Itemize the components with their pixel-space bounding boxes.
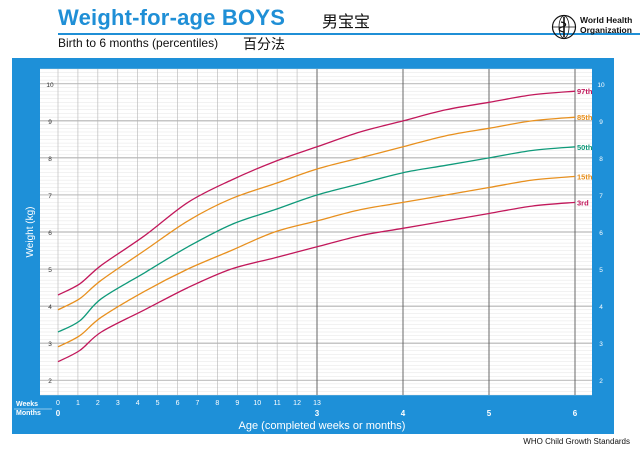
- y-tick-label-left: 8: [48, 156, 52, 163]
- percentile-curve-97th: [57, 90, 576, 296]
- months-row-label: Months: [16, 410, 41, 417]
- x-tick-label-month: 3: [315, 409, 320, 418]
- x-tick-label-month: 4: [401, 409, 406, 418]
- y-tick-label-right: 2: [599, 378, 603, 385]
- y-tick-label-left: 10: [46, 82, 54, 89]
- chart-subtitle: Birth to 6 months (percentiles): [58, 36, 219, 50]
- y-tick-label-right: 8: [599, 156, 603, 163]
- y-tick-label-left: 6: [48, 230, 52, 237]
- y-tick-label-right: 7: [599, 193, 603, 200]
- y-tick-label-right: 9: [599, 119, 603, 126]
- y-tick-label-right: 4: [599, 304, 603, 311]
- who-logo-icon: [551, 14, 577, 40]
- y-tick-label-right: 6: [599, 230, 603, 237]
- y-tick-label-left: 4: [48, 304, 52, 311]
- x-tick-label-week: 2: [96, 400, 100, 407]
- series-label-15th: 15th: [577, 172, 593, 181]
- x-tick-label-week: 11: [274, 400, 281, 407]
- x-tick-label-week: 8: [215, 400, 219, 407]
- x-tick-label-week: 0: [56, 400, 60, 407]
- y-tick-label-left: 7: [48, 193, 52, 200]
- x-tick-label-week: 12: [293, 400, 301, 407]
- percentile-curve-85th: [57, 116, 576, 311]
- percentile-curve-3rd: [57, 201, 576, 363]
- percentile-curve-50th: [57, 146, 576, 333]
- y-tick-label-left: 5: [48, 267, 52, 274]
- x-tick-label-week: 6: [176, 400, 180, 407]
- x-tick-label-week: 10: [253, 400, 261, 407]
- series-label-97th: 97th: [577, 87, 593, 96]
- x-tick-label-month: 6: [573, 409, 578, 418]
- series-label-3rd: 3rd: [577, 198, 589, 207]
- y-tick-label-right: 3: [599, 341, 603, 348]
- x-tick-label-week: 5: [156, 400, 160, 407]
- chart-title: Weight-for-age BOYS: [58, 5, 286, 30]
- chart-header: Weight-for-age BOYS 男宝宝 Birth to 6 month…: [0, 0, 640, 53]
- x-tick-label-week: 3: [116, 400, 120, 407]
- footer-credit: WHO Child Growth Standards: [523, 437, 630, 446]
- x-tick-label-week: 4: [136, 400, 140, 407]
- header-divider: [58, 33, 640, 35]
- organization-name-line1: World Health: [580, 15, 633, 25]
- y-tick-label-left: 9: [48, 119, 52, 126]
- x-tick-label-month: 0: [56, 409, 61, 418]
- percentile-curve-15th: [57, 175, 576, 348]
- y-tick-label-left: 2: [48, 378, 52, 385]
- x-tick-label-week: 7: [196, 400, 200, 407]
- chart-title-chinese: 男宝宝: [322, 12, 371, 31]
- series-label-85th: 85th: [577, 113, 593, 122]
- x-axis-label: Age (completed weeks or months): [239, 420, 406, 432]
- y-tick-label-left: 3: [48, 341, 52, 348]
- x-tick-label-week: 1: [76, 400, 80, 407]
- y-axis-label: Weight (kg): [25, 207, 36, 258]
- weeks-row-label: Weeks: [16, 401, 38, 408]
- y-tick-label-right: 10: [597, 82, 605, 89]
- organization-name: World Health Organization: [580, 15, 632, 35]
- x-tick-label-month: 5: [487, 409, 492, 418]
- x-tick-label-week: 13: [313, 400, 321, 407]
- chart-subtitle-chinese: 百分法: [243, 37, 285, 53]
- series-label-50th: 50th: [577, 143, 593, 152]
- y-tick-label-right: 5: [599, 267, 603, 274]
- x-tick-label-week: 9: [235, 400, 239, 407]
- organization-name-line2: Organization: [580, 25, 632, 35]
